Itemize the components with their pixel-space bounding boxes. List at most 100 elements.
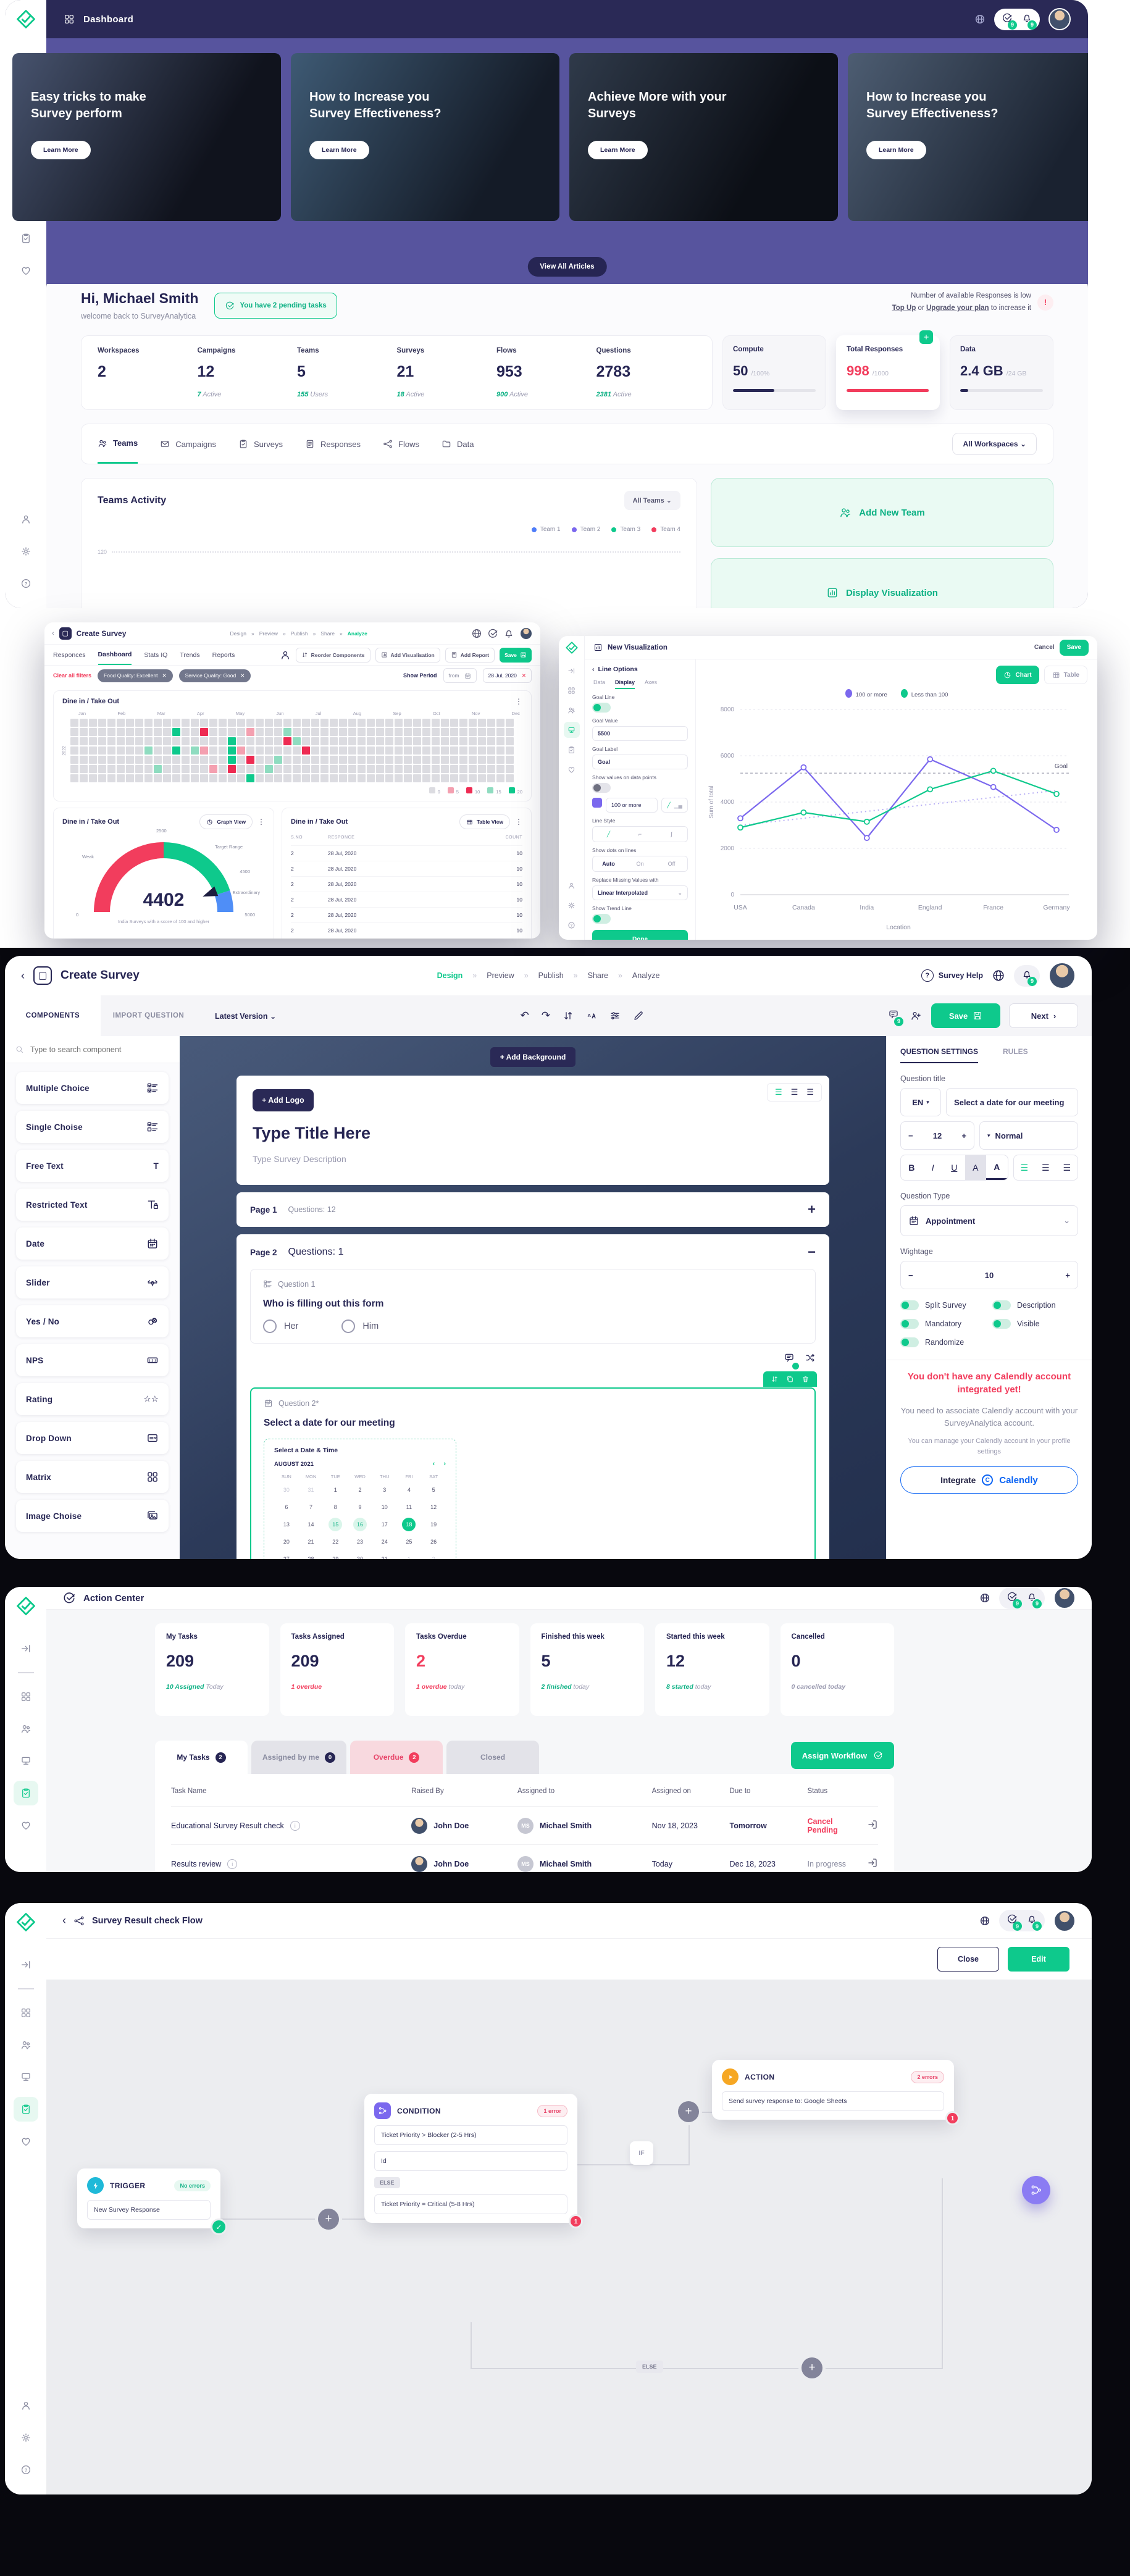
- heatmap-cell[interactable]: [89, 765, 97, 773]
- heatmap-cell[interactable]: [191, 737, 199, 745]
- tab-flows[interactable]: Flows: [383, 424, 419, 464]
- heatmap-cell[interactable]: [200, 756, 208, 764]
- heatmap-cell[interactable]: [487, 774, 495, 782]
- done-button[interactable]: Done: [592, 930, 688, 940]
- heatmap-cell[interactable]: [441, 746, 449, 755]
- heatmap-cell[interactable]: [320, 746, 329, 755]
- heatmap-cell[interactable]: [450, 728, 458, 736]
- heatmap-cell[interactable]: [154, 774, 162, 782]
- tab-axes[interactable]: Axes: [645, 679, 658, 685]
- sidebar-item-favorites[interactable]: [14, 258, 38, 283]
- calendar-day[interactable]: 20: [283, 1539, 290, 1545]
- heatmap-cell[interactable]: [182, 737, 190, 745]
- graph-view-button[interactable]: Graph View: [199, 814, 253, 829]
- heatmap-cell[interactable]: [256, 728, 264, 736]
- heatmap-cell[interactable]: [70, 719, 78, 727]
- question-title-input[interactable]: Select a date for our meeting: [946, 1088, 1078, 1116]
- heatmap-cell[interactable]: [422, 746, 430, 755]
- heatmap-cell[interactable]: [144, 746, 153, 755]
- back-icon[interactable]: ‹: [21, 969, 25, 982]
- italic-button[interactable]: I: [931, 1163, 934, 1173]
- heatmap-cell[interactable]: [432, 719, 440, 727]
- component-item-single-choise[interactable]: Single Choise: [16, 1111, 169, 1143]
- heatmap-cell[interactable]: [395, 719, 403, 727]
- tab-import-question[interactable]: IMPORT QUESTION: [112, 1012, 185, 1019]
- tab-my-tasks[interactable]: My Tasks 2: [155, 1741, 248, 1774]
- heatmap-cell[interactable]: [163, 737, 171, 745]
- heatmap-cell[interactable]: [450, 774, 458, 782]
- heatmap-cell[interactable]: [376, 737, 384, 745]
- page1-bar[interactable]: Page 1 Questions: 12 +: [236, 1192, 829, 1227]
- calendar-day[interactable]: 6: [285, 1504, 288, 1510]
- notifications-bell-icon[interactable]: 9: [1026, 1913, 1042, 1931]
- goal-label-input[interactable]: Goal: [592, 755, 688, 769]
- heatmap-cell[interactable]: [98, 756, 106, 764]
- tab-overdue[interactable]: Overdue 2: [350, 1741, 443, 1774]
- goal-value-input[interactable]: 5500: [592, 726, 688, 741]
- heatmap-cell[interactable]: [293, 774, 301, 782]
- heatmap-cell[interactable]: [496, 746, 504, 755]
- heatmap-cell[interactable]: [274, 737, 282, 745]
- heatmap-cell[interactable]: [367, 774, 375, 782]
- search-input[interactable]: [30, 1045, 170, 1054]
- heatmap-cell[interactable]: [413, 719, 421, 727]
- heatmap-cell[interactable]: [265, 728, 273, 736]
- article-card[interactable]: How to Increase you Survey Effectiveness…: [848, 53, 1088, 221]
- heatmap-cell[interactable]: [339, 774, 347, 782]
- info-icon[interactable]: i: [227, 1859, 238, 1869]
- goal-line-toggle[interactable]: [592, 703, 611, 713]
- back-icon[interactable]: ‹: [52, 629, 54, 637]
- highlight-button[interactable]: A: [965, 1155, 986, 1180]
- sidebar-item-teams[interactable]: [14, 2033, 38, 2057]
- heatmap-cell[interactable]: [219, 774, 227, 782]
- align-left-button[interactable]: ☰: [1020, 1162, 1029, 1173]
- heatmap-cell[interactable]: [80, 756, 88, 764]
- heatmap-cell[interactable]: [413, 765, 421, 773]
- display-visualization-button[interactable]: Display Visualization: [711, 558, 1053, 608]
- heatmap-cell[interactable]: [395, 774, 403, 782]
- heatmap-cell[interactable]: [89, 737, 97, 745]
- calendar-day[interactable]: 1: [333, 1487, 337, 1493]
- calendar-day[interactable]: 8: [333, 1504, 337, 1510]
- heatmap-cell[interactable]: [385, 756, 393, 764]
- heatmap-cell[interactable]: [348, 746, 356, 755]
- heatmap-cell[interactable]: [191, 746, 199, 755]
- heatmap-cell[interactable]: [98, 737, 106, 745]
- heatmap-cell[interactable]: [469, 774, 477, 782]
- heatmap-cell[interactable]: [144, 774, 153, 782]
- calendar-day[interactable]: 17: [381, 1521, 388, 1528]
- sidebar-item-settings[interactable]: [14, 539, 38, 564]
- heatmap-cell[interactable]: [330, 728, 338, 736]
- heatmap-cell[interactable]: [89, 774, 97, 782]
- tab-dashboard[interactable]: Dashboard: [98, 645, 132, 665]
- learn-more-button[interactable]: Learn More: [866, 141, 926, 159]
- avatar[interactable]: [1048, 962, 1076, 989]
- table-view-button[interactable]: Table View: [459, 814, 510, 829]
- expand-page-icon[interactable]: +: [808, 1202, 816, 1217]
- delete-question-icon[interactable]: [801, 1375, 810, 1383]
- heatmap-cell[interactable]: [367, 756, 375, 764]
- heatmap-cell[interactable]: [348, 728, 356, 736]
- heatmap-cell[interactable]: [459, 746, 467, 755]
- article-card[interactable]: How to Increase you Survey Effectiveness…: [291, 53, 559, 221]
- survey-description-placeholder[interactable]: Type Survey Description: [253, 1154, 346, 1164]
- heatmap-cell[interactable]: [283, 765, 291, 773]
- heatmap-cell[interactable]: [302, 774, 310, 782]
- heatmap-cell[interactable]: [469, 728, 477, 736]
- heatmap-cell[interactable]: [80, 719, 88, 727]
- heatmap-cell[interactable]: [200, 728, 208, 736]
- heatmap-cell[interactable]: [200, 737, 208, 745]
- heatmap-cell[interactable]: [432, 737, 440, 745]
- heatmap-cell[interactable]: [135, 728, 143, 736]
- align-right-button[interactable]: ☰: [1063, 1162, 1071, 1173]
- heatmap-cell[interactable]: [265, 746, 273, 755]
- heatmap-cell[interactable]: [135, 746, 143, 755]
- next-button[interactable]: Next ›: [1009, 1003, 1078, 1028]
- series-style-icons[interactable]: ╱ ▁▄: [661, 798, 688, 813]
- heatmap-cell[interactable]: [422, 774, 430, 782]
- heatmap-cell[interactable]: [311, 737, 319, 745]
- heatmap-cell[interactable]: [228, 719, 236, 727]
- heatmap-cell[interactable]: [348, 774, 356, 782]
- tab-data[interactable]: Data: [442, 424, 474, 464]
- heatmap-cell[interactable]: [246, 774, 254, 782]
